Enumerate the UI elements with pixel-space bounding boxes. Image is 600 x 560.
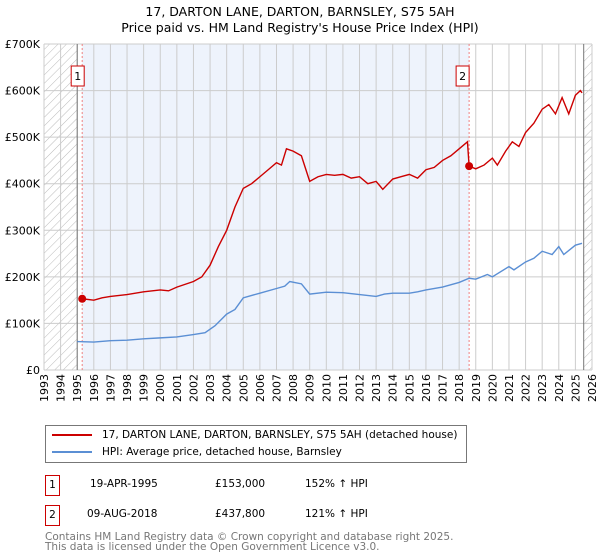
x-tick-label: 1998 [121,374,134,402]
x-tick-label: 1997 [104,374,117,402]
x-tick-label: 2001 [171,374,184,402]
x-tick-label: 2012 [354,374,367,402]
x-tick-label: 1995 [71,374,84,402]
y-tick-label: £600K [5,85,41,98]
property-series-line [82,89,583,301]
x-tick-label: 2000 [154,374,167,402]
footer-copyright: Contains HM Land Registry data © Crown c… [45,531,454,543]
sale-date: 19-APR-1995 [90,478,158,490]
x-tick-label: 2006 [254,374,267,402]
legend-swatch-red [52,434,92,436]
x-tick-label: 2020 [486,374,499,402]
sale-hpi-change: 152% ↑ HPI [305,478,368,490]
x-tick-label: 2003 [204,374,217,402]
legend-label: 17, DARTON LANE, DARTON, BARNSLEY, S75 5… [102,429,458,441]
sale-price: £153,000 [215,478,266,490]
x-tick-label: 1993 [38,374,51,402]
hpi-series-line [77,242,583,343]
sale-label: 2 [459,70,466,83]
legend-swatch-blue [52,451,92,453]
x-tick-label: 2015 [403,374,416,402]
sale-price: £437,800 [215,508,266,520]
x-tick-label: 2022 [520,374,533,402]
sale-label-box [70,65,85,87]
sale-row: 1 19-APR-1995 £153,000 152% ↑ HPI [45,475,485,496]
x-tick-label: 2018 [453,374,466,402]
x-tick-label: 2002 [187,374,200,402]
chart-subtitle: Price paid vs. HM Land Registry's House … [121,20,479,35]
sale-row: 2 09-AUG-2018 £437,800 121% ↑ HPI [45,505,485,526]
legend-item-hpi: HPI: Average price, detached house, Barn… [52,444,342,460]
y-tick-label: £700K [5,38,41,51]
x-tick-label: 2021 [503,374,516,402]
y-tick-label: £300K [5,224,41,237]
x-tick-label: 2010 [320,374,333,402]
price-chart: 1993 1994 1995 1996 1997 1998 1999 2000 2001 2002… [5,38,599,402]
no-data-hatch-right [583,44,592,370]
y-tick-label: £0 [26,364,40,377]
x-tick-label: 2008 [287,374,300,402]
x-tick-label: 2026 [586,374,599,402]
sale-label-box [455,65,470,87]
legend: 17, DARTON LANE, DARTON, BARNSLEY, S75 5… [45,425,467,463]
y-tick-label: £500K [5,131,41,144]
x-tick-label: 1999 [138,374,151,402]
x-tick-label: 2005 [237,374,250,402]
x-tick-label: 2017 [437,374,450,402]
x-tick-label: 2025 [569,374,582,402]
x-tick-label: 2023 [536,374,549,402]
x-tick-label: 2016 [420,374,433,402]
ownership-period-shade [82,44,470,370]
sale-date: 09-AUG-2018 [87,508,158,520]
y-tick-label: £400K [5,178,41,191]
y-tick-label: £100K [5,317,41,330]
sale-hpi-change: 121% ↑ HPI [305,508,368,520]
legend-label: HPI: Average price, detached house, Barn… [102,446,342,458]
sale-label: 1 [74,70,81,83]
sale-number-badge: 2 [45,505,60,526]
x-tick-label: 2013 [370,374,383,402]
x-tick-label: 1994 [55,374,68,402]
x-tick-label: 2004 [221,374,234,402]
x-tick-label: 1996 [88,374,101,402]
x-tick-label: 2009 [304,374,317,402]
sale-point [78,294,87,303]
x-tick-label: 2019 [470,374,483,402]
x-tick-label: 2007 [270,374,283,402]
sale-point [465,162,474,171]
x-tick-label: 2014 [387,374,400,402]
x-tick-label: 2024 [553,374,566,402]
chart-title: 17, DARTON LANE, DARTON, BARNSLEY, S75 5… [145,4,455,19]
y-tick-label: £200K [5,271,41,284]
footer-licence: This data is licensed under the Open Gov… [45,541,380,553]
sale-number-badge: 1 [45,475,60,496]
legend-item-property: 17, DARTON LANE, DARTON, BARNSLEY, S75 5… [52,427,457,443]
x-tick-label: 2011 [337,374,350,402]
